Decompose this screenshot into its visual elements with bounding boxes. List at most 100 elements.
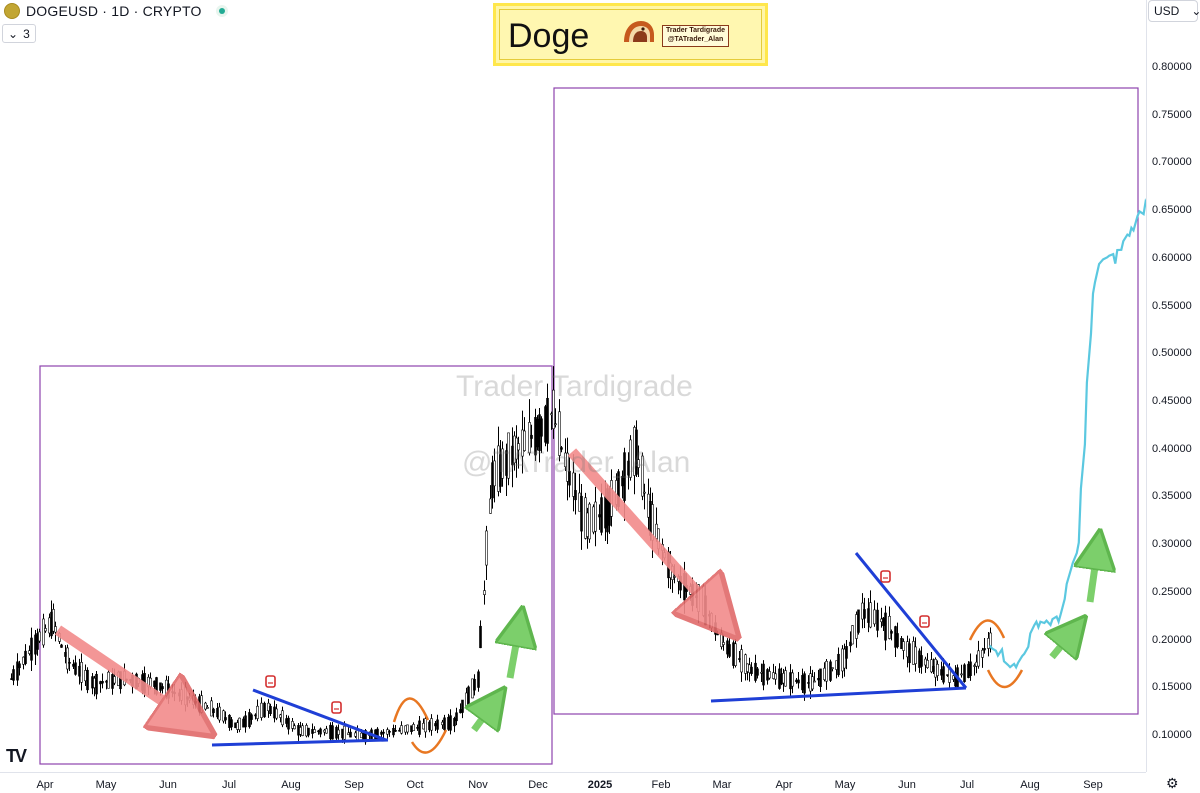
candle-body-325 (960, 673, 963, 676)
green-arrow-2024-a[interactable] (474, 700, 496, 730)
candle-body-62 (192, 695, 195, 705)
trendline-support-2025[interactable] (710, 686, 967, 703)
candle-body-85 (260, 702, 263, 718)
candle-body-99 (301, 725, 304, 736)
trendline-resistance-2025[interactable] (854, 552, 968, 689)
price-tick-label: 0.80000 (1152, 61, 1192, 73)
candle-body-333 (983, 648, 986, 651)
price-chart[interactable] (0, 0, 1146, 772)
candle-body-257 (762, 663, 765, 686)
candle-body-186 (558, 411, 561, 456)
trendline-support-2024[interactable] (211, 738, 389, 747)
trendline-resistance-2024[interactable] (252, 688, 387, 742)
symbol-title[interactable]: DOGEUSD · 1D · CRYPTO (26, 3, 202, 19)
candle-body-126 (382, 731, 385, 734)
candle-body-134 (406, 724, 409, 733)
candle-body-328 (969, 661, 972, 676)
price-tick-label: 0.35000 (1152, 490, 1192, 503)
candle-body-7 (30, 637, 33, 661)
time-tick-label: Apr (775, 779, 793, 791)
candle-body-187 (560, 447, 563, 450)
candle-body-35 (111, 674, 114, 689)
legend-collapse-toggle[interactable]: ⌄ 3 (2, 24, 36, 43)
arc-bottom-2024[interactable] (410, 729, 448, 754)
candle-body-56 (173, 691, 176, 695)
candle-body-77 (236, 722, 239, 730)
arc-bottom-2025[interactable] (986, 669, 1024, 689)
time-tick-label: Jun (159, 779, 177, 791)
candle-body-16 (54, 626, 57, 633)
candle-body-326 (963, 664, 966, 682)
candle-body-61 (188, 697, 191, 701)
candle-body-192 (574, 490, 577, 501)
price-axis[interactable] (1146, 0, 1200, 772)
candle-body-299 (884, 612, 887, 641)
candle-body-25 (80, 662, 83, 683)
chevron-down-icon: ⌄ (1191, 4, 1200, 18)
tradingview-logo[interactable]: TV (6, 746, 27, 766)
price-tick-label: 0.10000 (1152, 729, 1192, 741)
candle-body-191 (572, 472, 575, 497)
candle-body-274 (811, 676, 814, 690)
candle-body-317 (936, 663, 939, 677)
price-tick-label: 0.45000 (1152, 395, 1192, 407)
green-arrow-2025-a[interactable] (1052, 628, 1076, 657)
candle-body-60 (186, 696, 189, 700)
sell-hand-icon-2 (331, 701, 342, 714)
candle-body-213 (635, 429, 638, 475)
candle-body-301 (890, 631, 893, 634)
candle-body-81 (248, 712, 251, 728)
candle-body-182 (546, 397, 549, 444)
projection-line (988, 198, 1146, 670)
price-tick-label: 0.15000 (1152, 681, 1192, 694)
candle-body-70 (216, 708, 219, 718)
candle-body-288 (851, 625, 854, 645)
gear-icon[interactable]: ⚙ (1166, 775, 1179, 791)
arc-top-2025[interactable] (968, 619, 1006, 641)
chevron-down-icon: ⌄ (8, 26, 19, 41)
red-arrow-2024[interactable] (54, 625, 194, 722)
green-arrow-2025-b[interactable] (1090, 545, 1098, 603)
candle-body-168 (507, 432, 510, 479)
candle-body-311 (920, 655, 923, 667)
arc-top-2024[interactable] (392, 697, 430, 723)
candle-body-36 (113, 676, 116, 684)
price-tick-label: 0.55000 (1152, 299, 1192, 312)
brand-title: Doge (508, 17, 590, 55)
candle-body-55 (171, 691, 174, 693)
currency-select[interactable]: USD ⌄ (1148, 0, 1200, 22)
green-arrow-2024-b[interactable] (510, 622, 520, 679)
time-tick-label: Aug (281, 779, 301, 791)
candle-body-253 (750, 666, 753, 674)
projection-layer (988, 198, 1146, 670)
candle-body-296 (876, 609, 879, 631)
market-status-icon[interactable] (215, 5, 228, 17)
candle-body-197 (588, 503, 591, 540)
red-arrow-2025[interactable] (567, 448, 722, 620)
candle-body-33 (105, 680, 108, 683)
candle-body-9 (36, 633, 39, 650)
candle-body-259 (768, 671, 771, 679)
candle-body-76 (234, 722, 237, 729)
candle-body-20 (66, 647, 69, 670)
candle-body-184 (552, 389, 555, 429)
candle-body-30 (95, 673, 98, 695)
candle-body-243 (722, 642, 725, 645)
candle-body-31 (99, 681, 102, 685)
candle-body-103 (313, 729, 316, 733)
candle-body-29 (93, 677, 96, 689)
candle-body-66 (204, 702, 207, 710)
candle-body-65 (200, 695, 203, 713)
time-axis[interactable] (0, 772, 1146, 793)
brand-tag-line2: @TATrader_Alan (667, 36, 724, 43)
price-tick-label: 0.40000 (1152, 442, 1192, 455)
legend-indicator-count: 3 (23, 26, 30, 41)
candle-body-309 (914, 646, 917, 665)
doge-coin-icon (4, 3, 20, 19)
sell-hand-icon-1 (265, 675, 276, 688)
candle-body-277 (819, 668, 822, 687)
candle-body-59 (184, 686, 187, 706)
brand-tag: Trader Tardigrade @TATrader_Alan (662, 25, 729, 47)
candle-body-267 (791, 672, 794, 687)
candle-body-303 (896, 633, 899, 648)
